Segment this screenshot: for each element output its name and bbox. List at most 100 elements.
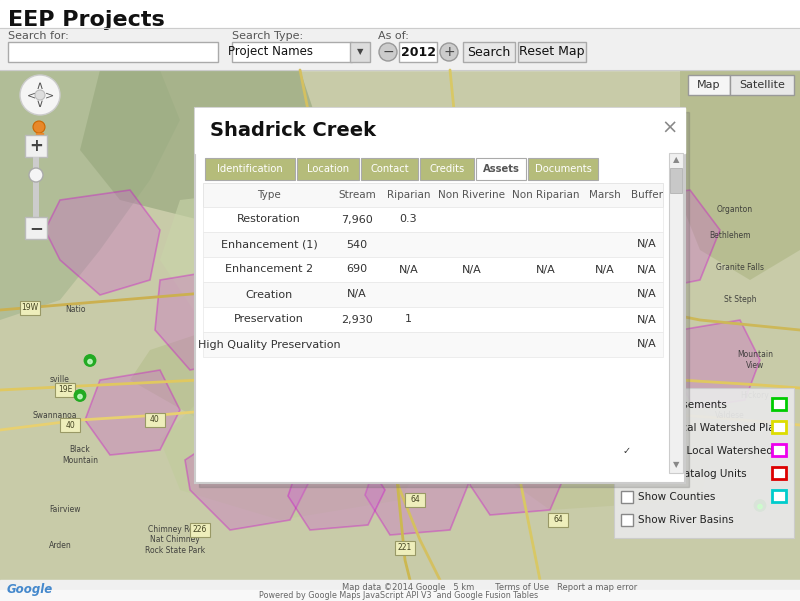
Polygon shape: [160, 180, 420, 340]
Text: Preservation: Preservation: [234, 314, 304, 325]
Circle shape: [474, 365, 486, 376]
Circle shape: [528, 344, 532, 349]
Text: Fairview: Fairview: [50, 505, 81, 514]
Circle shape: [514, 320, 526, 331]
Text: St Steph: St Steph: [724, 296, 756, 305]
Circle shape: [758, 504, 762, 509]
Circle shape: [524, 320, 536, 331]
Text: Hickory: Hickory: [741, 391, 770, 400]
Text: Buffer: Buffer: [631, 190, 663, 200]
Circle shape: [448, 424, 452, 429]
Text: Type: Type: [257, 190, 281, 200]
Circle shape: [428, 415, 432, 419]
Text: Show Local Watershed Plans: Show Local Watershed Plans: [638, 423, 786, 433]
Polygon shape: [85, 370, 180, 455]
Text: Targeted Local Watersheds: Targeted Local Watersheds: [638, 446, 778, 456]
Polygon shape: [497, 445, 503, 451]
Circle shape: [559, 300, 570, 311]
Text: South Mountains
Game Lands: South Mountains Game Lands: [588, 390, 652, 410]
Polygon shape: [230, 320, 350, 420]
Bar: [0, 580, 800, 601]
Text: Creation: Creation: [246, 290, 293, 299]
Polygon shape: [517, 340, 523, 347]
Circle shape: [618, 444, 622, 449]
Circle shape: [478, 370, 482, 374]
Text: Marsh: Marsh: [589, 190, 621, 200]
Text: ▼: ▼: [357, 47, 363, 56]
Text: sville: sville: [50, 376, 70, 385]
Bar: [361, 158, 418, 180]
Bar: [203, 257, 663, 282]
Circle shape: [78, 394, 82, 399]
Circle shape: [434, 385, 446, 396]
Bar: [399, 42, 437, 62]
Circle shape: [539, 290, 550, 301]
Circle shape: [544, 310, 556, 321]
Text: Marion: Marion: [352, 335, 378, 344]
Text: Enhancement 2: Enhancement 2: [225, 264, 313, 275]
Bar: [730, 75, 794, 95]
Polygon shape: [680, 70, 800, 280]
Bar: [0, 0, 800, 28]
Circle shape: [528, 359, 532, 364]
Polygon shape: [517, 320, 523, 326]
Circle shape: [542, 294, 547, 299]
Circle shape: [494, 445, 506, 456]
Polygon shape: [80, 70, 320, 220]
Text: Granite Falls: Granite Falls: [716, 263, 764, 272]
Text: 226: 226: [193, 525, 207, 534]
Text: Bethlehem: Bethlehem: [710, 231, 750, 240]
Circle shape: [614, 460, 626, 471]
Polygon shape: [477, 440, 483, 447]
Polygon shape: [562, 300, 568, 307]
Text: +: +: [443, 45, 455, 59]
Polygon shape: [426, 455, 434, 462]
Text: Stream: Stream: [338, 190, 376, 200]
Text: 19W: 19W: [22, 304, 38, 313]
Polygon shape: [446, 380, 454, 386]
Text: Mountain
View: Mountain View: [737, 350, 773, 370]
Polygon shape: [185, 440, 310, 530]
Circle shape: [478, 444, 482, 449]
Circle shape: [488, 209, 492, 214]
Polygon shape: [485, 370, 610, 470]
Text: Morganton: Morganton: [430, 290, 470, 299]
Bar: [669, 153, 683, 473]
Polygon shape: [45, 190, 160, 295]
Bar: [203, 232, 663, 257]
Bar: [0, 70, 800, 580]
Text: +: +: [29, 137, 43, 155]
Text: N/A: N/A: [347, 290, 367, 299]
Text: N/A: N/A: [462, 264, 482, 275]
Circle shape: [438, 389, 442, 394]
Bar: [203, 307, 663, 332]
Polygon shape: [552, 285, 558, 291]
Text: 8-Digit Catalog Units: 8-Digit Catalog Units: [638, 469, 746, 479]
Polygon shape: [406, 395, 414, 401]
Polygon shape: [506, 340, 514, 347]
Text: Valdese: Valdese: [715, 410, 745, 419]
Text: 2,930: 2,930: [341, 314, 373, 325]
Text: Documents: Documents: [534, 164, 591, 174]
Polygon shape: [486, 205, 494, 212]
Text: Restoration: Restoration: [237, 215, 301, 225]
Circle shape: [514, 280, 526, 291]
Text: N/A: N/A: [637, 290, 657, 299]
Bar: [297, 158, 359, 180]
Bar: [621, 514, 633, 526]
Circle shape: [504, 340, 516, 351]
Circle shape: [379, 43, 397, 61]
Bar: [203, 332, 663, 357]
Circle shape: [35, 90, 45, 100]
Text: ▲: ▲: [673, 156, 679, 165]
Polygon shape: [557, 315, 563, 322]
Text: Assets: Assets: [482, 164, 519, 174]
Circle shape: [448, 385, 452, 389]
Circle shape: [454, 375, 466, 386]
Circle shape: [20, 75, 60, 115]
Text: Lake
State: Lake State: [440, 340, 460, 360]
Text: N/A: N/A: [637, 240, 657, 249]
Circle shape: [534, 310, 546, 321]
Bar: [500, 133, 520, 147]
Text: <: <: [26, 90, 36, 100]
